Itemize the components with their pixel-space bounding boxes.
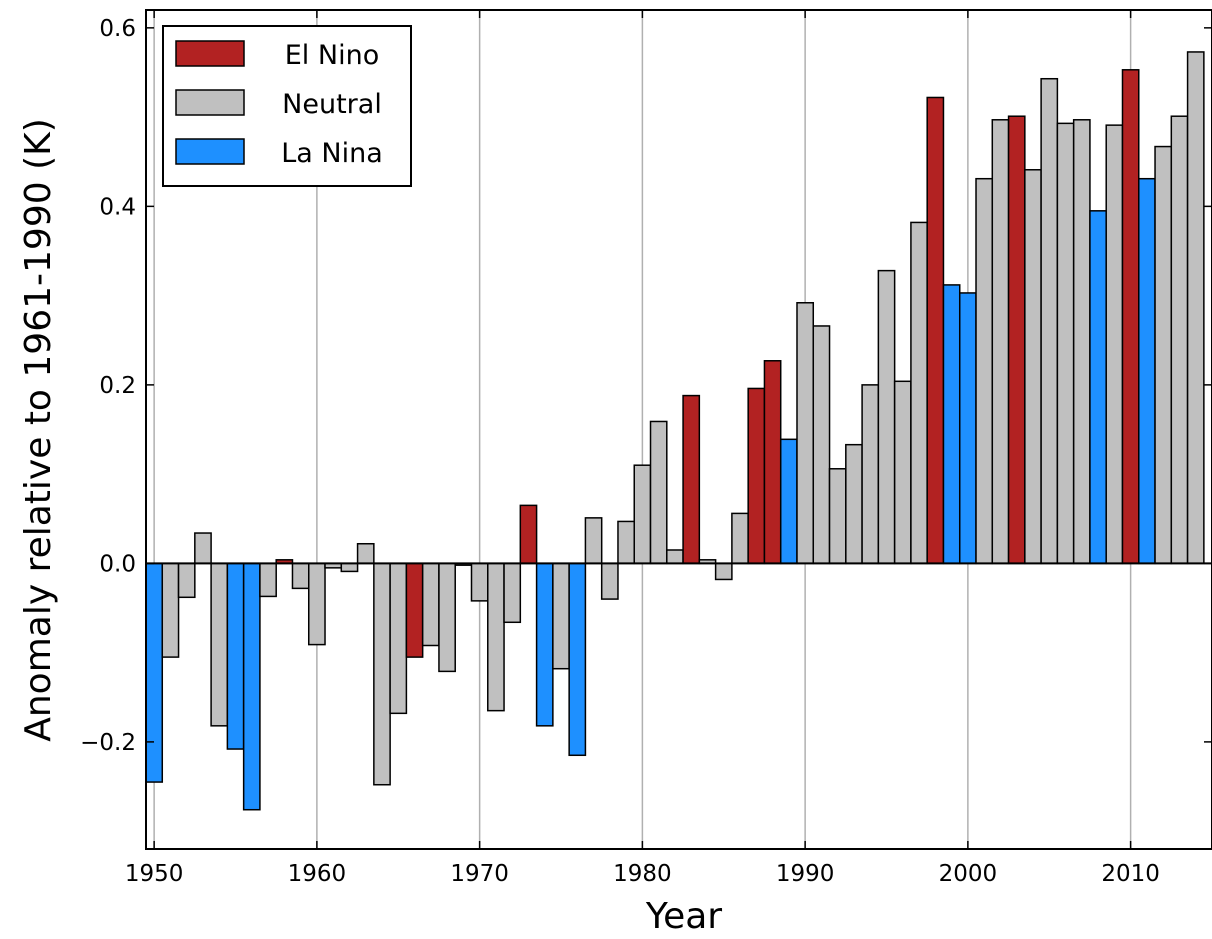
- bar-1999: [942, 284, 961, 565]
- bar-2001: [975, 177, 994, 565]
- x-tick-label: 2010: [1101, 861, 1160, 887]
- bar-1993: [845, 443, 863, 565]
- bar-layer: [145, 51, 1205, 811]
- bar-1982: [666, 549, 684, 565]
- x-tick-label: 1990: [776, 861, 835, 887]
- bar-1994: [861, 384, 880, 565]
- bar-2000: [958, 292, 977, 565]
- x-tick-label: 1980: [613, 861, 672, 887]
- bar-1967: [421, 562, 440, 647]
- legend-swatch-el-nino: [175, 40, 245, 67]
- bar-1973: [519, 504, 538, 565]
- bar-1979: [617, 520, 635, 565]
- plot-frame: [145, 9, 1212, 850]
- bar-1981: [649, 420, 668, 565]
- bar-2002: [991, 119, 1010, 565]
- bar-2009: [1105, 124, 1124, 565]
- bar-2006: [1056, 122, 1075, 565]
- bar-1965: [389, 562, 408, 715]
- bar-1952: [177, 562, 196, 599]
- y-tick-label: 0.4: [99, 194, 136, 220]
- bar-1974: [535, 562, 554, 727]
- x-tick-label: 1970: [450, 861, 509, 887]
- x-tick-label: 2000: [939, 861, 998, 887]
- bar-1997: [910, 221, 928, 565]
- bar-1953: [194, 532, 212, 565]
- bar-1992: [828, 468, 847, 565]
- bar-1955: [226, 562, 245, 750]
- bar-1966: [405, 562, 424, 658]
- bar-1996: [893, 380, 912, 565]
- bar-1959: [291, 562, 310, 590]
- y-tick-label: −0.2: [80, 730, 136, 756]
- bar-2004: [1024, 169, 1042, 565]
- bar-2008: [1089, 210, 1107, 565]
- legend-label-el-nino: El Nino: [285, 40, 379, 71]
- bar-2003: [1007, 115, 1026, 565]
- y-tick-label: 0.0: [99, 551, 136, 577]
- bar-1950: [145, 562, 164, 783]
- bar-1976: [568, 562, 587, 757]
- y-tick-label: 0.6: [99, 16, 136, 42]
- legend-label-la-nina: La Nina: [281, 138, 383, 169]
- bar-1971: [487, 562, 505, 712]
- bar-2013: [1170, 115, 1189, 565]
- bar-1951: [161, 562, 180, 658]
- bar-1954: [210, 562, 229, 727]
- bar-1989: [779, 438, 798, 565]
- axis-layer: −0.2 0.0 0.2 0.4 0.6 1950 1960 1970 1980 1990 2000…: [80, 9, 1212, 887]
- bar-1987: [747, 387, 766, 565]
- bar-2005: [1040, 77, 1059, 565]
- bar-1980: [633, 464, 652, 565]
- bar-1998: [926, 96, 945, 565]
- bar-2014: [1186, 51, 1205, 565]
- bar-1983: [682, 394, 701, 565]
- legend-swatch-neutral: [175, 89, 245, 116]
- bar-1995: [877, 269, 896, 565]
- bar-1990: [796, 302, 815, 565]
- bar-2012: [1154, 145, 1173, 565]
- bar-1991: [812, 325, 831, 565]
- bar-1960: [307, 562, 326, 646]
- bar-1968: [438, 562, 456, 673]
- y-tick-label: 0.2: [99, 373, 136, 399]
- bar-1972: [503, 562, 522, 624]
- legend-label-neutral: Neutral: [282, 89, 382, 120]
- bar-1962: [340, 562, 359, 573]
- bar-1975: [552, 562, 570, 670]
- bar-1988: [763, 360, 782, 565]
- legend: El Nino Neutral La Nina: [162, 25, 412, 187]
- bar-1985: [714, 562, 733, 581]
- bar-1957: [259, 562, 277, 598]
- bar-1963: [356, 542, 375, 565]
- legend-swatch-la-nina: [175, 138, 245, 165]
- bar-2010: [1121, 69, 1140, 565]
- bar-1956: [242, 562, 261, 811]
- x-tick-label: 1950: [125, 861, 184, 887]
- bar-1970: [470, 562, 489, 602]
- bar-2011: [1138, 177, 1156, 565]
- bar-1964: [373, 562, 391, 786]
- x-axis-title: Year: [645, 896, 722, 934]
- bar-1978: [600, 562, 619, 600]
- y-axis-title: Anomaly relative to 1961-1990 (K): [18, 118, 59, 742]
- x-tick-label: 1960: [288, 861, 347, 887]
- bar-2007: [1072, 119, 1091, 565]
- bar-1986: [731, 512, 749, 565]
- bar-1977: [584, 517, 603, 565]
